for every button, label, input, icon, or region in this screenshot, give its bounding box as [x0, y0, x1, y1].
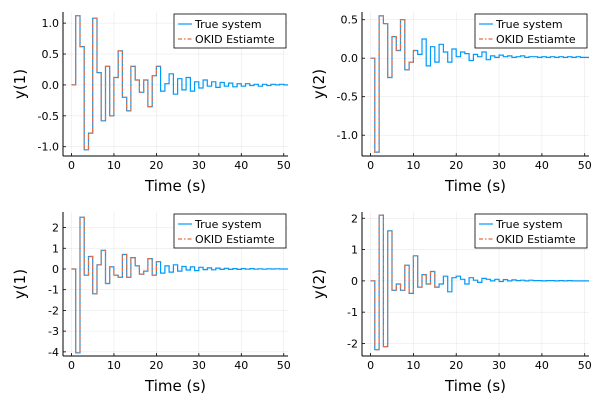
y-tick-label: 0: [52, 263, 59, 276]
x-tick-label: 10: [107, 159, 121, 172]
legend-box: [173, 13, 287, 49]
x-axis-label: Time (s): [144, 377, 206, 395]
x-tick-label: 30: [492, 159, 506, 172]
chart-panel-2: 0 10 20 30 40 50 -1.0 -0.5 0.0 0.5 Time (s) y(2) Tru…: [310, 12, 592, 195]
series-line-true-system: [71, 216, 288, 354]
legend-box: [474, 213, 588, 249]
y-axis-label: y(2): [310, 269, 328, 299]
y-tick-label: -4: [48, 346, 59, 359]
legend-label: OKID Estiamte: [195, 233, 275, 246]
x-tick-label: 50: [277, 159, 291, 172]
x-tick-label: 20: [149, 359, 163, 372]
x-tick-label: 20: [449, 359, 463, 372]
x-tick-label: 20: [449, 159, 463, 172]
x-tick-label: 0: [68, 359, 75, 372]
x-tick-label: 40: [234, 359, 248, 372]
legend: True system OKID Estiamte: [173, 13, 287, 49]
x-tick-label: 50: [277, 359, 291, 372]
series-line-okid-estimate: [370, 15, 418, 153]
x-axis-label: Time (s): [444, 377, 506, 395]
legend-label: True system: [194, 218, 262, 231]
x-tick-label: 30: [192, 359, 206, 372]
legend-box: [173, 213, 287, 249]
y-tick-label: -0.5: [38, 110, 59, 123]
y-tick-label: -0.5: [337, 91, 358, 104]
x-tick-label: 0: [68, 159, 75, 172]
y-tick-label: -3: [48, 325, 59, 338]
y-axis-label: y(1): [11, 269, 29, 299]
legend-label: True system: [194, 18, 262, 31]
y-tick-label: 0.0: [341, 52, 359, 65]
x-axis-label: Time (s): [144, 177, 206, 195]
y-tick-label: 1: [52, 242, 59, 255]
x-tick-label: 50: [578, 359, 592, 372]
y-tick-label: -1: [347, 306, 358, 319]
y-axis-label: y(1): [11, 69, 29, 99]
legend-label: OKID Estiamte: [195, 33, 275, 46]
x-tick-label: 40: [234, 159, 248, 172]
y-tick-label: 0.0: [42, 79, 60, 92]
legend-label: True system: [495, 218, 563, 231]
y-tick-label: -1.0: [38, 141, 59, 154]
y-tick-label: 2: [351, 212, 358, 225]
y-tick-label: 0.5: [341, 14, 359, 27]
x-tick-label: 10: [406, 359, 420, 372]
y-tick-label: 0.5: [42, 48, 60, 61]
legend-box: [474, 13, 588, 49]
chart-panel-3: 0 10 20 30 40 50 -4 -3 -2 -1 0 1 2 Time (s) y(1) True s…: [11, 212, 291, 395]
x-tick-label: 20: [149, 159, 163, 172]
legend: True system OKID Estiamte: [474, 13, 588, 49]
x-tick-label: 40: [535, 159, 549, 172]
x-axis-label: Time (s): [444, 177, 506, 195]
y-axis-label: y(2): [310, 69, 328, 99]
chart-panel-4: 0 10 20 30 40 50 -2 -1 0 1 2 Time (s) y(2) True syste…: [310, 212, 592, 395]
y-tick-label: -1.0: [337, 129, 358, 142]
x-tick-label: 10: [107, 359, 121, 372]
legend-label: True system: [495, 18, 563, 31]
y-tick-label: 1.0: [42, 17, 60, 30]
x-tick-label: 50: [578, 159, 592, 172]
y-tick-label: -2: [347, 337, 358, 350]
y-tick-label: -2: [48, 304, 59, 317]
y-tick-label: -1: [48, 284, 59, 297]
y-tick-label: 1: [351, 244, 358, 257]
x-tick-label: 0: [367, 159, 374, 172]
x-tick-label: 30: [492, 359, 506, 372]
series-line-okid-estimate: [71, 15, 161, 151]
legend-label: OKID Estiamte: [496, 233, 576, 246]
legend: True system OKID Estiamte: [474, 213, 588, 249]
x-tick-label: 40: [535, 359, 549, 372]
chart-panel-1: 0 10 20 30 40 50 -1.0 -0.5 0.0 0.5 1.0 Time (s) y(1)…: [11, 12, 291, 195]
y-tick-label: 2: [52, 222, 59, 235]
legend-label: OKID Estiamte: [496, 33, 576, 46]
x-tick-label: 10: [406, 159, 420, 172]
series-line-okid-estimate: [370, 214, 440, 351]
y-tick-label: 0: [351, 275, 358, 288]
x-tick-label: 0: [367, 359, 374, 372]
legend: True system OKID Estiamte: [173, 213, 287, 249]
series-line-okid-estimate: [71, 216, 161, 354]
x-tick-label: 30: [192, 159, 206, 172]
